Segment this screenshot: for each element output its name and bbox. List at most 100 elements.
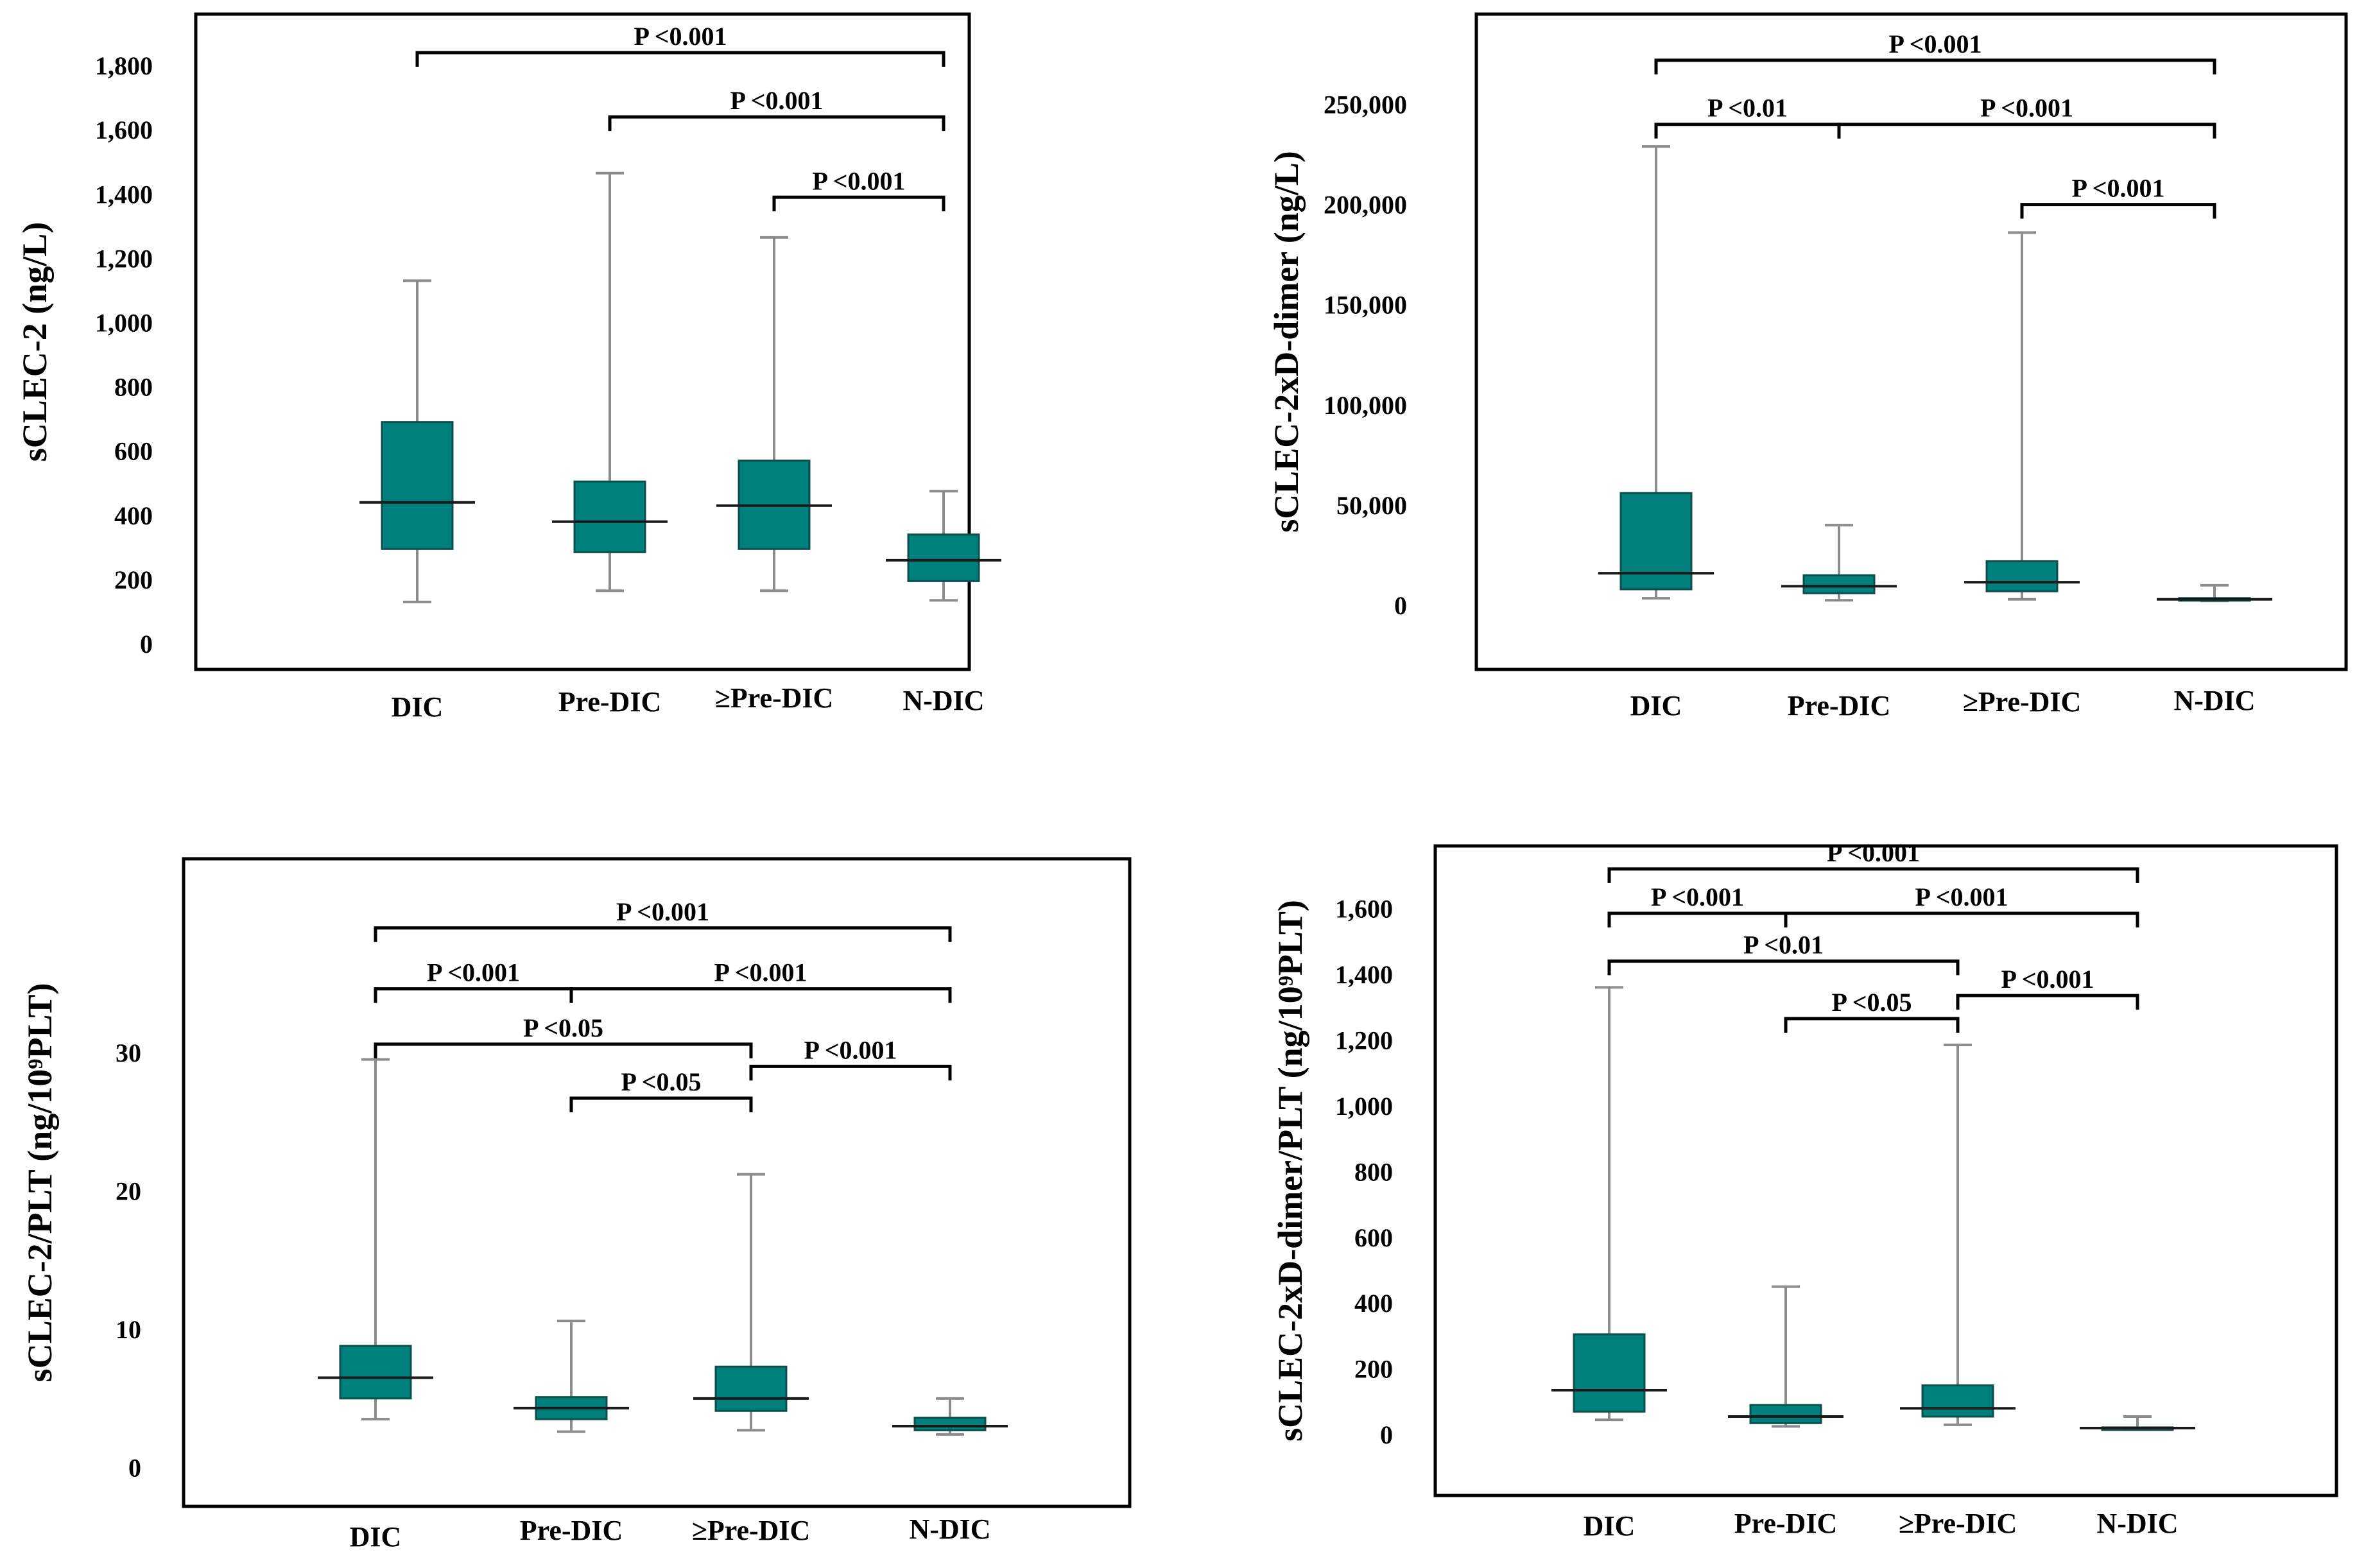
- y-tick-label: 50,000: [1336, 491, 1407, 520]
- iqr-box: [1573, 1333, 1646, 1413]
- bracket-line: [772, 195, 945, 212]
- y-tick-label: 150,000: [1324, 291, 1407, 320]
- y-tick-label: 200: [114, 565, 153, 594]
- box-1: [359, 279, 475, 603]
- p-value-label: P <0.01: [1707, 94, 1788, 123]
- bracket-line: [1607, 911, 1788, 928]
- bracket-line: [1837, 123, 2216, 139]
- box-3: [1900, 1044, 2016, 1426]
- bracket-line: [1607, 959, 1960, 976]
- plot-frame: [1433, 844, 2338, 1497]
- category-label: DIC: [1630, 690, 1682, 721]
- significance-bracket: P <0.001: [749, 1035, 952, 1081]
- box-4: [2080, 1415, 2195, 1431]
- panel-4: 0 200 400 600 800 1,000 1,200 1,400 1,600 sCLEC-2…: [1271, 838, 2338, 1542]
- y-tick-label: 1,200: [1335, 1026, 1393, 1055]
- y-axis-label: sCLEC-2/PLT (ng/10⁹PLT): [21, 983, 59, 1383]
- p-value-label: P <0.001: [812, 166, 905, 195]
- iqr-box: [573, 480, 646, 553]
- category-label: ≥Pre-DIC: [1899, 1508, 2017, 1539]
- iqr-box: [339, 1345, 412, 1400]
- y-axis-label: sCLEC-2xD-dimer/PLT (ng/10⁹PLT): [1271, 900, 1309, 1442]
- bracket-line: [1654, 58, 2216, 74]
- y-tick-label: 400: [1354, 1289, 1393, 1318]
- p-value-label: P <0.001: [2071, 174, 2164, 203]
- y-tick-label: 200,000: [1324, 191, 1407, 220]
- y-tick-label: 1,000: [1335, 1092, 1393, 1121]
- box-1: [1598, 145, 1714, 600]
- y-tick-label: 1,600: [95, 116, 153, 144]
- box-2: [1781, 524, 1897, 602]
- p-value-label: P <0.001: [2001, 965, 2094, 994]
- box-4: [892, 1397, 1008, 1436]
- y-tick-label: 800: [114, 373, 153, 402]
- significance-bracket: P <0.05: [1784, 988, 1960, 1033]
- significance-bracket: P <0.001: [415, 22, 945, 67]
- box-3: [1964, 231, 2080, 601]
- bracket-line: [1784, 1017, 1960, 1033]
- p-value-label: P <0.001: [1980, 94, 2073, 123]
- bracket-line: [569, 987, 952, 1003]
- bracket-line: [2020, 203, 2216, 219]
- p-value-label: P <0.001: [616, 897, 709, 926]
- significance-bracket: P <0.01: [1607, 930, 1960, 976]
- p-value-label: P <0.01: [1743, 930, 1824, 959]
- box-1: [318, 1058, 433, 1421]
- category-label: DIC: [1584, 1510, 1636, 1542]
- p-value-label: P <0.05: [1831, 988, 1912, 1017]
- y-tick-label: 1,400: [1335, 960, 1393, 989]
- significance-bracket: P <0.001: [772, 166, 945, 212]
- panel-3: 0 10 20 30 sCLEC-2/PLT (ng/10⁹PLT) DIC Pre-DIC…: [21, 857, 1132, 1553]
- p-value-label: P <0.001: [1651, 883, 1744, 911]
- box-3: [693, 1173, 809, 1432]
- bracket-line: [1607, 867, 2139, 883]
- y-axis-label: sCLEC-2 (ng/L): [15, 222, 54, 462]
- p-value-label: P <0.001: [427, 958, 520, 987]
- y-tick-label: 1,800: [95, 51, 153, 80]
- significance-bracket: P <0.001: [1607, 838, 2139, 883]
- iqr-box: [1985, 560, 2059, 592]
- y-tick-label: 0: [1394, 591, 1407, 620]
- category-label: DIC: [392, 691, 444, 723]
- y-tick-label: 200: [1354, 1355, 1393, 1384]
- p-value-label: P <0.001: [634, 22, 727, 51]
- iqr-box: [1921, 1384, 1994, 1418]
- iqr-box: [1802, 574, 1876, 594]
- iqr-box: [1749, 1404, 1822, 1424]
- p-value-label: P <0.001: [714, 958, 807, 987]
- bracket-line: [1784, 911, 2139, 928]
- significance-bracket: P <0.001: [608, 86, 945, 132]
- y-tick-label: 1,400: [95, 180, 153, 209]
- p-value-label: P <0.001: [730, 86, 823, 115]
- bracket-line: [1654, 123, 1841, 139]
- iqr-box: [714, 1365, 788, 1412]
- p-value-label: P <0.05: [621, 1067, 701, 1096]
- y-tick-label: 0: [140, 630, 153, 659]
- p-value-label: P <0.05: [523, 1013, 603, 1042]
- p-value-label: P <0.001: [804, 1035, 897, 1064]
- p-value-label: P <0.001: [1888, 30, 1981, 58]
- category-label: N-DIC: [902, 685, 984, 716]
- category-label: N-DIC: [909, 1513, 990, 1545]
- y-tick-label: 800: [1354, 1157, 1393, 1186]
- significance-bracket: P <0.05: [374, 1013, 753, 1058]
- plot-frame: [194, 12, 971, 671]
- significance-bracket: P <0.001: [374, 897, 952, 942]
- p-value-label: P <0.001: [1827, 838, 1920, 867]
- y-tick-label: 100,000: [1324, 391, 1407, 420]
- panel-2: 0 50,000 100,000 150,000 200,000 250,000 sCLEC…: [1267, 12, 2348, 721]
- significance-bracket: P <0.001: [1654, 30, 2216, 74]
- significance-bracket: P <0.001: [1607, 883, 1788, 928]
- category-label: N-DIC: [2173, 685, 2255, 716]
- y-tick-label: 600: [1354, 1223, 1393, 1252]
- y-tick-label: 400: [114, 501, 153, 530]
- iqr-box: [1619, 492, 1693, 590]
- category-label: Pre-DIC: [1788, 690, 1890, 721]
- significance-bracket: P <0.001: [1784, 883, 2139, 928]
- y-tick-label: 1,600: [1335, 894, 1393, 923]
- y-tick-label: 1,000: [95, 308, 153, 337]
- category-label: DIC: [350, 1521, 402, 1553]
- box-2: [1728, 1285, 1843, 1428]
- plot-frame: [182, 857, 1132, 1508]
